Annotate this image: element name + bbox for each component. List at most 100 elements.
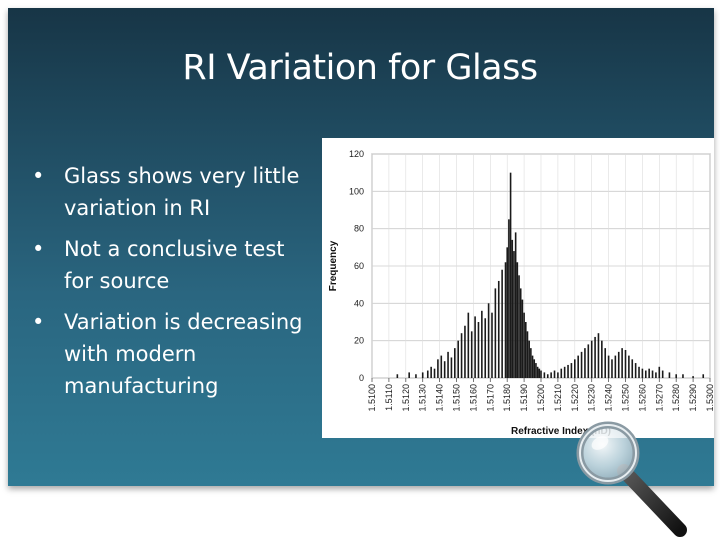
x-tick-label: 1.5210	[553, 384, 563, 412]
y-tick-label: 40	[354, 298, 364, 308]
histogram-bar	[624, 350, 627, 378]
histogram-bar	[580, 351, 583, 378]
histogram-bar	[470, 331, 473, 378]
histogram-bar	[597, 333, 600, 378]
histogram-bar	[415, 374, 417, 378]
histogram-panel: 0 20 40 60 80 100 120 1.5100 1.5110 1.5120 1.5130 1…	[322, 138, 714, 438]
y-tick-label: 60	[354, 261, 364, 271]
histogram-bar	[521, 299, 524, 378]
x-tick-label: 1.5120	[401, 384, 411, 412]
histogram-bar	[460, 333, 463, 378]
histogram-bar	[590, 340, 593, 378]
histogram-bar	[516, 262, 519, 378]
histogram-bar	[550, 372, 552, 378]
histogram-bar	[533, 359, 536, 378]
histogram-bar	[437, 359, 439, 378]
histogram-bar	[443, 361, 446, 378]
histogram-bar	[501, 269, 503, 378]
histogram-bar	[526, 331, 529, 378]
histogram-bar	[523, 312, 525, 378]
x-tick-label: 1.5230	[587, 384, 597, 412]
histogram-bar	[644, 370, 647, 378]
histogram-bar	[514, 232, 517, 378]
histogram-bar	[481, 310, 483, 378]
histogram-bar	[421, 372, 424, 378]
histogram-bar	[587, 344, 590, 378]
histogram-bar	[528, 340, 530, 378]
histogram-bar	[506, 247, 508, 378]
histogram-bar	[574, 359, 576, 378]
histogram-bar	[511, 239, 514, 378]
histogram-bar	[557, 372, 559, 378]
histogram-bar	[433, 368, 436, 378]
histogram-bar	[628, 355, 630, 378]
histogram-bar	[484, 318, 487, 378]
histogram-bar	[621, 348, 623, 378]
histogram-bar	[450, 357, 453, 378]
histogram-bar	[692, 376, 694, 378]
x-tick-label: 1.5140	[435, 384, 445, 412]
histogram-bar	[494, 288, 497, 378]
histogram-bar	[426, 370, 429, 378]
histogram-bar	[634, 363, 637, 378]
histogram-bar	[504, 262, 507, 378]
histogram-bar	[396, 374, 399, 378]
x-tick-label: 1.5130	[418, 384, 428, 412]
x-tick-label: 1.5190	[519, 384, 529, 412]
histogram-bar	[531, 355, 534, 378]
histogram-bar	[584, 348, 586, 378]
histogram-bar	[631, 359, 634, 378]
x-tick-label: 1.5280	[671, 384, 681, 412]
x-tick-label: 1.5290	[688, 384, 698, 412]
histogram-bar	[638, 366, 640, 378]
histogram-bar	[702, 374, 705, 378]
histogram-bar	[570, 363, 573, 378]
histogram-bar	[540, 370, 542, 378]
histogram-bar	[491, 312, 493, 378]
histogram-bar	[614, 355, 617, 378]
bullet-list: Glass shows very little variation in RI …	[30, 160, 320, 411]
histogram-bar	[518, 275, 520, 378]
histogram-bar	[440, 355, 443, 378]
histogram-bar	[508, 219, 510, 378]
histogram-bar	[524, 322, 527, 378]
x-tick-label: 1.5180	[502, 384, 512, 412]
x-tick-label: 1.5160	[468, 384, 478, 412]
histogram-bar	[567, 364, 569, 378]
x-tick-label: 1.5240	[604, 384, 614, 412]
x-tick-label: 1.5100	[367, 384, 377, 412]
histogram-bar	[543, 372, 546, 378]
histogram-bar	[457, 340, 459, 378]
histogram-bar	[464, 325, 466, 378]
x-axis-label: Refractive Index (nD)	[511, 426, 611, 437]
x-tick-label: 1.5170	[485, 384, 495, 412]
y-tick-label: 120	[349, 149, 364, 159]
histogram-bar	[607, 355, 610, 378]
histogram-bar	[454, 348, 456, 378]
histogram-bar	[513, 251, 515, 378]
y-tick-label: 20	[354, 336, 364, 346]
histogram-bar	[408, 372, 410, 378]
histogram-bar	[604, 348, 607, 378]
bullet-item: Glass shows very little variation in RI	[30, 160, 320, 224]
y-tick-label: 80	[354, 224, 364, 234]
histogram-bar	[477, 322, 480, 378]
histogram-bar	[497, 280, 500, 378]
histogram-bar	[546, 374, 549, 378]
histogram-bar	[675, 374, 677, 378]
x-tick-label: 1.5200	[536, 384, 546, 412]
y-tick-label: 0	[359, 373, 364, 383]
histogram-bar	[538, 368, 541, 378]
histogram-bar	[487, 303, 490, 378]
y-axis-label: Frequency	[328, 240, 339, 291]
histogram-bar	[651, 370, 654, 378]
bullet-item: Variation is decreasing with modern manu…	[30, 306, 320, 402]
histogram-bar	[668, 372, 671, 378]
histogram-bar	[648, 368, 650, 378]
x-tick-label: 1.5260	[637, 384, 647, 412]
histogram-bar	[577, 355, 579, 378]
histogram-bar	[682, 374, 684, 378]
histogram-bar	[519, 288, 522, 378]
histogram-bar	[536, 366, 539, 378]
bullet-item: Not a conclusive test for source	[30, 233, 320, 297]
